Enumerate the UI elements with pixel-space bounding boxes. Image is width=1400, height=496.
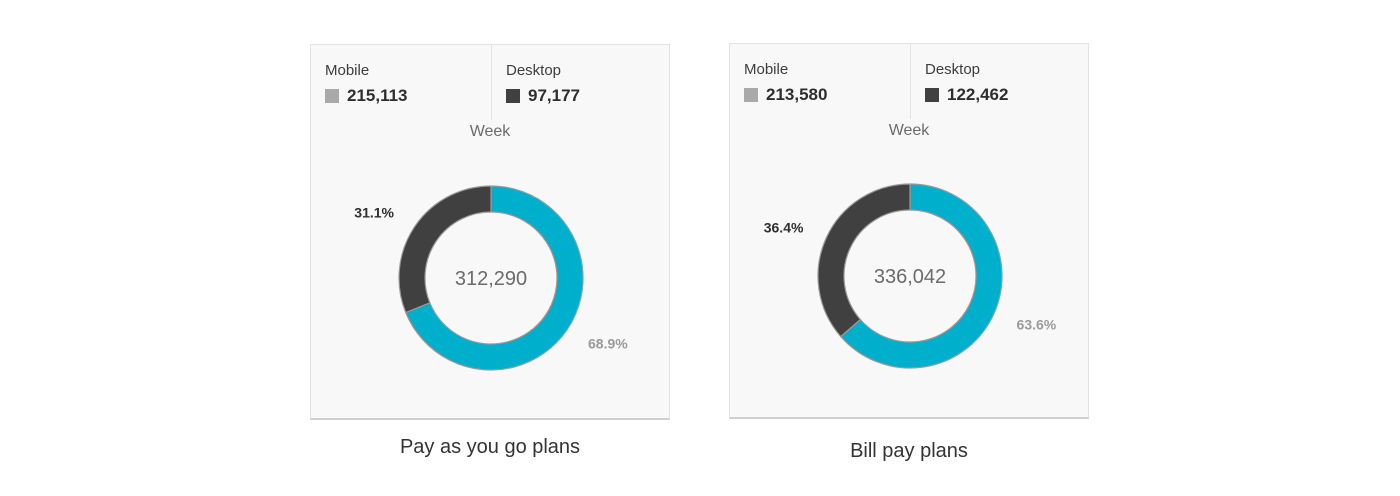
chart-caption: Bill pay plans	[850, 440, 968, 462]
donut-slice-mobile[interactable]	[404, 185, 584, 371]
donut-total-label: 312,290	[455, 268, 527, 290]
legend-label-desktop: Desktop	[506, 62, 562, 79]
legend-item-desktop[interactable]: Desktop 97,177	[491, 45, 671, 120]
donut-total-label: 336,042	[874, 266, 946, 288]
legend-value-mobile: 215,113	[347, 86, 408, 105]
legend-label-mobile: Mobile	[325, 62, 370, 79]
legend-item-mobile[interactable]: Mobile 213,580	[730, 44, 910, 119]
percent-label-mobile: 68.9%	[588, 335, 628, 351]
dimension-label: Week	[888, 122, 930, 139]
legend-label-mobile: Mobile	[744, 61, 789, 78]
percent-label-mobile: 63.6%	[1017, 316, 1057, 332]
chart-caption: Pay as you go plans	[399, 436, 581, 458]
legend-value-desktop: 97,177	[528, 86, 580, 105]
donut-chart: 63.6% 36.4% 336,042	[764, 183, 1057, 369]
dimension-label: Week	[469, 123, 511, 140]
legend-item-mobile[interactable]: Mobile 215,113	[311, 45, 491, 120]
chart-legend: Mobile 215,113 Desktop 97,177	[311, 45, 669, 120]
donut-chart: 68.9% 31.1% 312,290	[354, 185, 628, 371]
donut-chart-panel-pay-as-you-go: Mobile 215,113 Desktop 97,177 Week 68.9%…	[310, 44, 670, 420]
donut-chart-panel-bill-pay: Mobile 213,580 Desktop 122,462 Week 63.6…	[729, 43, 1089, 419]
legend-swatch-desktop	[925, 88, 939, 102]
legend-swatch-mobile	[325, 89, 339, 103]
donut-slice-desktop[interactable]	[398, 185, 492, 314]
donut-slice-desktop[interactable]	[817, 183, 911, 338]
donut-slice-mobile[interactable]	[839, 183, 1003, 369]
chart-legend: Mobile 213,580 Desktop 122,462	[730, 44, 1088, 119]
legend-swatch-mobile	[744, 88, 758, 102]
legend-value-desktop: 122,462	[947, 85, 1009, 104]
percent-label-desktop: 36.4%	[764, 220, 804, 236]
legend-label-desktop: Desktop	[925, 61, 981, 78]
legend-swatch-desktop	[506, 89, 520, 103]
legend-value-mobile: 213,580	[766, 85, 828, 104]
legend-item-desktop[interactable]: Desktop 122,462	[910, 44, 1090, 119]
percent-label-desktop: 31.1%	[354, 205, 394, 221]
